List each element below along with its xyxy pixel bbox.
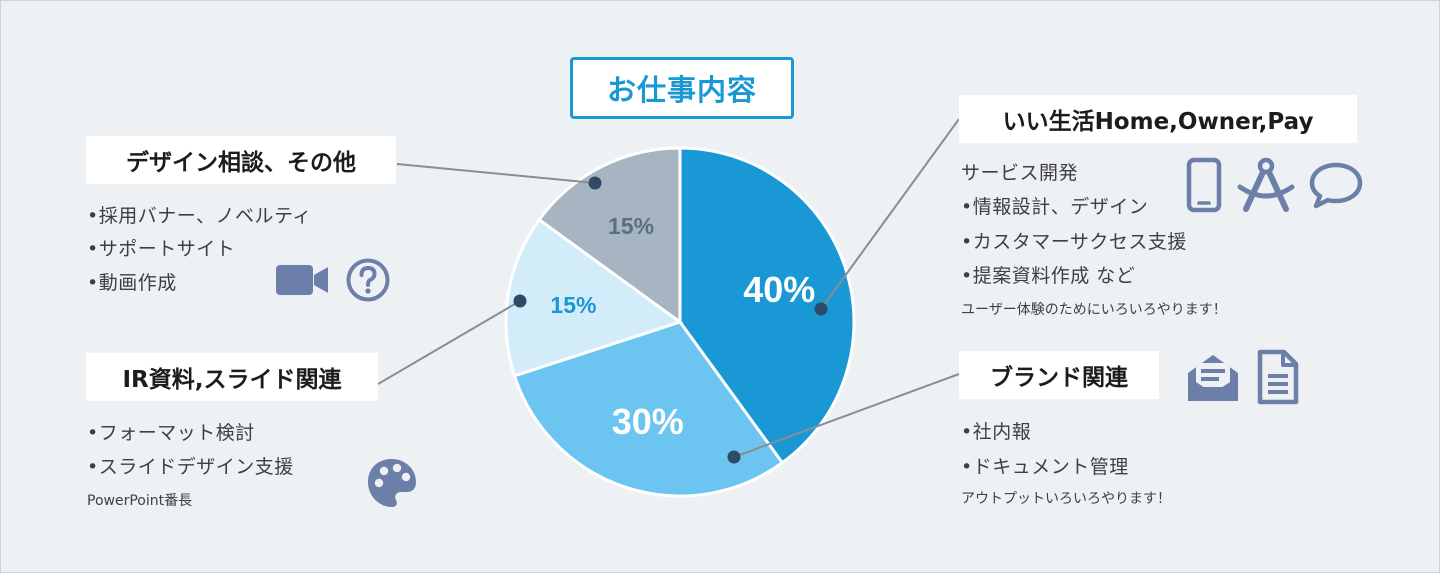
brand-note: アウトプットいろいろやります！ [961,491,1171,507]
speech-bubble-icon [1309,162,1363,209]
design-heading: デザイン相談、その他 [86,136,396,184]
ir-item: •スライドデザイン支援 [87,456,294,478]
ir-note: PowerPoint番長 [87,493,193,509]
palette-icon [368,459,416,507]
leader-lines [377,118,960,464]
pie-slice-label-0: 40% [743,269,815,310]
iiseikatsu-item: •提案資料作成 など [961,265,1136,287]
pie-slice-0 [678,146,856,465]
pie-slice-label-3: 15% [608,213,654,239]
pie-slice-2 [504,217,684,378]
pie-slice-label-1: 30% [612,401,684,442]
leader-dot-design [588,176,602,190]
pie-slice-1 [512,320,785,498]
brand-heading: ブランド関連 [959,351,1159,399]
chart-title: お仕事内容 [570,57,794,119]
iiseikatsu-item: サービス開発 [961,162,1079,184]
brand-item: •社内報 [961,421,1032,443]
compass-drafting-icon [1237,157,1295,212]
ir-heading: IR資料,スライド関連 [86,353,378,401]
leader-line-design [396,163,596,184]
iiseikatsu-note: ユーザー体験のためにいろいろやります！ [961,302,1227,318]
smartphone-icon [1186,157,1222,213]
pie-slice-3 [537,146,682,325]
leader-dot-iiseikatsu [814,302,828,316]
document-icon [1257,349,1299,405]
brand-item: •ドキュメント管理 [961,456,1129,478]
design-item: •サポートサイト [87,238,236,260]
leader-line-ir [377,300,521,385]
iiseikatsu-item: •カスタマーサクセス支援 [961,231,1187,253]
leader-line-iiseikatsu [820,118,960,310]
iiseikatsu-heading: いい生活Home,Owner,Pay [959,95,1357,143]
ir-item: •フォーマット検討 [87,422,255,444]
question-circle-icon [346,258,390,302]
pie-slice-label-2: 15% [550,292,596,318]
leader-dot-ir [513,294,527,308]
leader-dot-brand [727,450,741,464]
iiseikatsu-item: •情報設計、デザイン [961,196,1149,218]
design-item: •採用バナー、ノベルティ [87,205,312,227]
video-camera-icon [276,265,328,295]
leader-line-brand [733,373,960,458]
open-envelope-icon [1188,355,1238,401]
design-item: •動画作成 [87,272,177,294]
